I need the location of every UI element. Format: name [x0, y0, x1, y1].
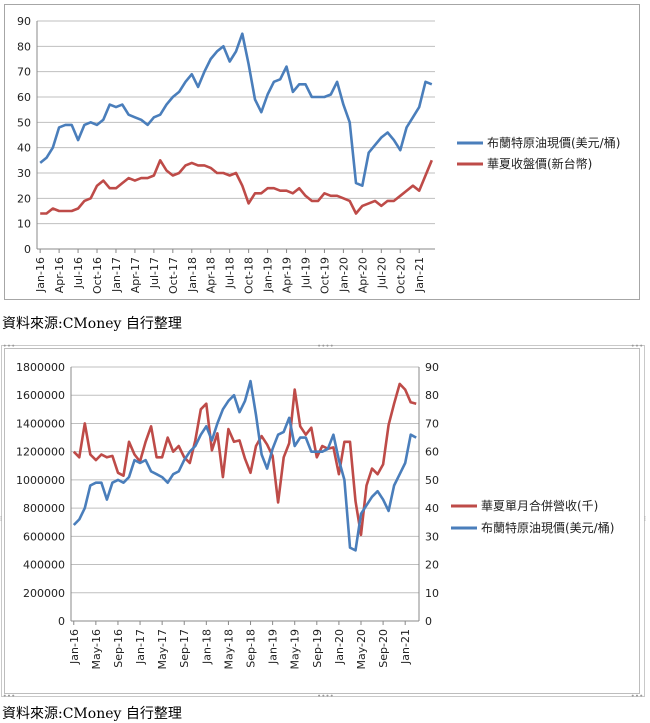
- x-tick-label: Apr-20: [356, 257, 369, 293]
- x-tick-label: Sep-18: [245, 629, 258, 668]
- y2-tick-label: 30: [425, 530, 439, 543]
- series-line-1: [72, 382, 417, 537]
- series-line-2: [72, 379, 417, 552]
- y-tick-label: 400000: [23, 559, 65, 572]
- y-tick-label: 10: [17, 218, 31, 231]
- x-tick-label: Jan-19: [262, 257, 275, 293]
- x-tick-label: Jan-18: [200, 629, 213, 665]
- y-tick-label: 90: [17, 15, 31, 28]
- x-tick-label: Oct-16: [91, 257, 104, 294]
- resize-handle-bottom-right[interactable]: ∙∙∙: [630, 692, 644, 700]
- resize-handle-top[interactable]: ∙∙∙∙: [317, 342, 334, 350]
- resize-handle-top-right[interactable]: ∙∙∙: [630, 342, 644, 350]
- excel-chart-frame[interactable]: ∙∙∙ ∙∙∙∙ ∙∙∙ ⁞ ⁞ ∙∙∙ ∙∙∙∙ ∙∙∙: [0, 342, 646, 700]
- y2-tick-label: 80: [425, 389, 439, 402]
- y-tick-label: 1600000: [16, 389, 65, 402]
- resize-handle-bottom-left[interactable]: ∙∙∙: [2, 692, 16, 700]
- x-tick-label: Jan-16: [34, 257, 47, 293]
- y2-tick-label: 20: [425, 559, 439, 572]
- y-tick-label: 20: [17, 192, 31, 205]
- x-tick-label: Oct-18: [243, 257, 256, 294]
- resize-handle-bottom[interactable]: ∙∙∙∙: [317, 692, 334, 700]
- y-tick-label: 50: [17, 116, 31, 129]
- x-tick-label: Jul-20: [375, 257, 388, 289]
- y-tick-label: 0: [24, 243, 31, 256]
- y-tick-label: 600000: [23, 530, 65, 543]
- x-tick-label: Oct-20: [394, 257, 407, 294]
- y-tick-label: 200000: [23, 587, 65, 600]
- x-tick-label: Sep-16: [112, 629, 125, 668]
- x-tick-label: Jul-17: [148, 257, 161, 289]
- chart-1-container: 0 10 20 30 40 50 60 70 80 90 Jan-16 Apr-16 Jul-16 Oct…: [4, 4, 640, 300]
- x-tick-label: Jan-18: [186, 257, 199, 293]
- x-tick-label: Oct-17: [167, 257, 180, 294]
- x-tick-label: Oct-19: [318, 257, 331, 294]
- x-tick-label: Apr-18: [205, 257, 218, 293]
- y-tick-label: 30: [17, 167, 31, 180]
- x-tick-label: May-17: [156, 629, 169, 670]
- x-tick-label: May-20: [355, 629, 368, 670]
- x-tick-label: Jan-17: [134, 629, 147, 665]
- y-tick-label: 1000000: [16, 474, 65, 487]
- x-tick-label: May-19: [289, 629, 302, 670]
- y2-tick-label: 60: [425, 446, 439, 459]
- chart-2-svg: 0 200000 400000 600000 800000 1000000 1200000 1…: [16, 361, 614, 670]
- resize-handle-right[interactable]: ⁞: [644, 515, 646, 523]
- y-tick-label: 1800000: [16, 361, 65, 374]
- x-tick-label: Sep-17: [178, 629, 191, 668]
- y-tick-label: 80: [17, 40, 31, 53]
- x-tick-label: Sep-20: [377, 629, 390, 668]
- x-tick-label: Jan-21: [413, 257, 426, 293]
- resize-handle-left[interactable]: ⁞: [0, 515, 2, 523]
- chart-2-container[interactable]: 0 200000 400000 600000 800000 1000000 1200000 1…: [4, 348, 640, 694]
- y2-tick-label: 70: [425, 417, 439, 430]
- x-tick-label: Jul-18: [224, 257, 237, 289]
- x-tick-label: Jan-20: [333, 629, 346, 665]
- x-tick-label: Jan-21: [399, 629, 412, 665]
- y2-tick-label: 90: [425, 361, 439, 374]
- series-line-1: [39, 32, 433, 187]
- x-tick-label: Jan-19: [267, 629, 280, 665]
- x-tick-label: Apr-17: [129, 257, 142, 293]
- y2-tick-label: 0: [425, 615, 432, 628]
- resize-handle-top-left[interactable]: ∙∙∙: [2, 342, 16, 350]
- legend-label-2: 布蘭特原油現價(美元/桶): [481, 520, 614, 535]
- series-line-2: [40, 159, 434, 215]
- source-note-1: 資料來源:CMoney 自行整理: [2, 316, 182, 332]
- x-tick-label: Jan-20: [337, 257, 350, 293]
- y2-tick-label: 50: [425, 474, 439, 487]
- x-tick-label: Jan-16: [68, 629, 81, 665]
- legend-label-2: 華夏收盤價(新台幣): [487, 156, 592, 171]
- y2-tick-label: 10: [425, 587, 439, 600]
- source-note-2: 資料來源:CMoney 自行整理: [2, 706, 182, 722]
- y-tick-label: 60: [17, 91, 31, 104]
- y-tick-label: 70: [17, 66, 31, 79]
- x-tick-label: Jan-17: [110, 257, 123, 293]
- y-tick-label: 1400000: [16, 417, 65, 430]
- y-tick-label: 1200000: [16, 446, 65, 459]
- x-tick-label: Jul-19: [299, 257, 312, 289]
- chart-1-svg: 0 10 20 30 40 50 60 70 80 90 Jan-16 Apr-16 Jul-16 Oct…: [17, 15, 620, 294]
- x-tick-label: Jul-16: [72, 257, 85, 289]
- x-tick-label: May-16: [90, 629, 103, 670]
- x-tick-label: Apr-16: [53, 257, 66, 293]
- y-tick-label: 800000: [23, 502, 65, 515]
- x-tick-label: Sep-19: [311, 629, 324, 668]
- y-tick-label: 0: [58, 615, 65, 628]
- legend-label-1: 布蘭特原油現價(美元/桶): [487, 135, 620, 150]
- x-tick-label: Apr-19: [281, 257, 294, 293]
- x-tick-label: May-18: [222, 629, 235, 670]
- y2-tick-label: 40: [425, 502, 439, 515]
- legend-label-1: 華夏單月合併營收(千): [481, 498, 598, 513]
- y-tick-label: 40: [17, 142, 31, 155]
